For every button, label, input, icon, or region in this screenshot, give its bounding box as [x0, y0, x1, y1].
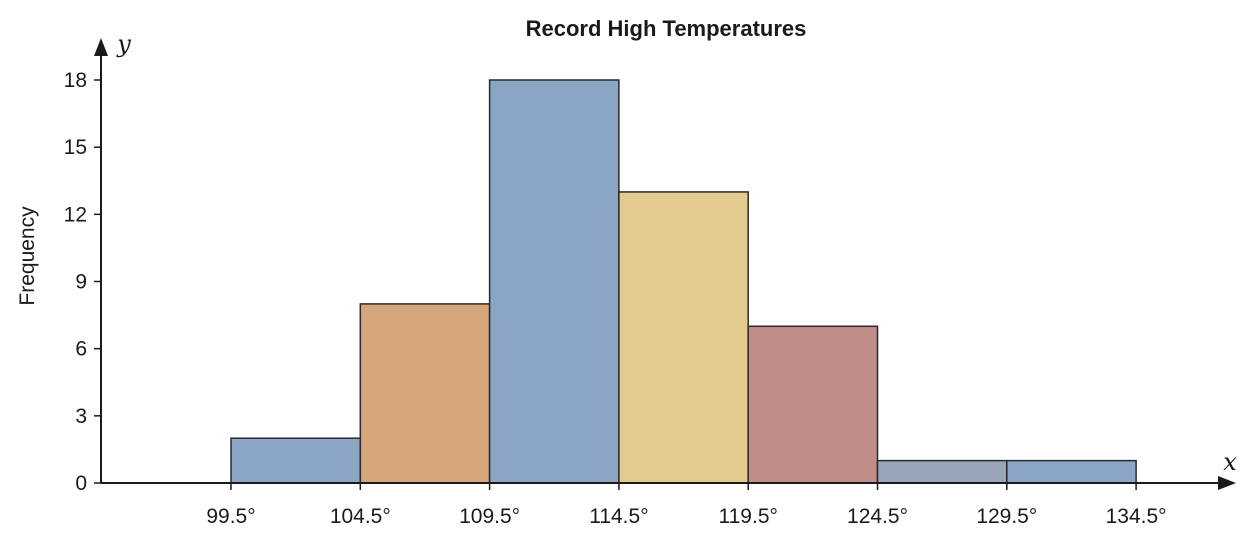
x-tick-label-0: 99.5°: [206, 505, 255, 528]
x-tick-label-1: 104.5°: [330, 505, 391, 528]
y-tick-label-4: 12: [64, 203, 87, 226]
y-axis-arrow: [94, 38, 108, 56]
bar-2: [488, 79, 620, 484]
x-tick-label-7: 134.5°: [1106, 505, 1167, 528]
x-tick-label-5: 124.5°: [847, 505, 908, 528]
y-axis-label: Frequency: [16, 206, 39, 306]
y-tick-label-5: 15: [64, 136, 87, 159]
y-ticks-group: 0 3 6 9 12 15 18: [64, 69, 101, 495]
y-tick-label-6: 18: [64, 69, 87, 92]
x-tick-label-2: 109.5°: [459, 505, 520, 528]
y-tick-label-3: 9: [75, 271, 87, 294]
bar-1: [359, 303, 491, 484]
x-tick-label-4: 119.5°: [719, 505, 778, 528]
x-axis-arrow: [1218, 476, 1236, 490]
y-tick-label-2: 6: [75, 338, 87, 361]
y-axis-variable: y: [116, 30, 131, 58]
y-tick-label-0: 0: [75, 472, 87, 495]
bar-3: [618, 191, 749, 484]
x-tick-label-3: 114.5°: [589, 505, 648, 528]
axes-group: x y: [94, 30, 1237, 490]
chart-title: Record High Temperatures: [526, 16, 807, 41]
bar-0: [230, 437, 362, 484]
x-ticks-group: 99.5° 104.5° 109.5° 114.5° 119.5° 124.5° 129.5…: [206, 483, 1167, 528]
bar-4: [747, 325, 879, 484]
x-axis-variable: x: [1223, 448, 1237, 476]
bar-6: [1006, 459, 1137, 484]
x-tick-label-6: 129.5°: [976, 505, 1037, 528]
bars-group: [230, 79, 1137, 484]
bar-5: [876, 459, 1008, 484]
y-tick-label-1: 3: [75, 405, 87, 428]
